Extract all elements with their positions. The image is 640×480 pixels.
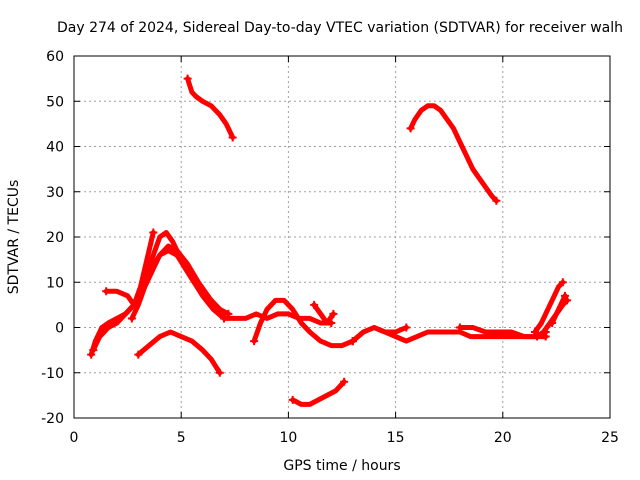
point-marker: [533, 332, 542, 341]
point-marker: [455, 323, 464, 332]
point-marker: [102, 287, 111, 296]
point-marker: [215, 368, 224, 377]
series-arc-5: [135, 329, 223, 376]
point-marker: [250, 337, 259, 346]
point-marker: [183, 74, 192, 83]
series-arc-4: [129, 243, 227, 321]
axis-ticks: 0 5 10 15 20 25 -20 -10 0 10 20 30 40 50 60: [41, 49, 619, 446]
point-marker: [89, 346, 98, 355]
chart-title: Day 274 of 2024, Sidereal Day-to-day VTE…: [57, 20, 623, 36]
x-tick-label: 15: [387, 430, 405, 446]
y-tick-label: 10: [46, 275, 64, 291]
point-marker: [220, 314, 229, 323]
y-tick-label: 50: [46, 94, 64, 110]
point-marker: [127, 314, 136, 323]
point-marker: [149, 228, 158, 237]
series-arc-13: [408, 103, 499, 204]
point-marker: [228, 133, 237, 142]
series-arc-17: [549, 293, 568, 326]
y-tick-label: 60: [46, 49, 64, 65]
point-marker: [558, 278, 567, 287]
point-marker: [329, 309, 338, 318]
series-arc-10: [290, 379, 347, 407]
point-marker: [134, 350, 143, 359]
point-marker: [402, 323, 411, 332]
y-tick-label: 20: [46, 230, 64, 246]
point-marker: [288, 395, 297, 404]
point-marker: [406, 124, 415, 133]
y-tick-label: -20: [41, 411, 64, 427]
point-marker: [348, 337, 357, 346]
y-tick-label: 30: [46, 185, 64, 201]
point-marker: [492, 196, 501, 205]
y-axis-label: SDTVAR / TECUs: [6, 180, 22, 295]
x-tick-label: 10: [279, 430, 297, 446]
point-marker: [530, 328, 539, 337]
x-tick-label: 20: [494, 430, 512, 446]
series-arc-6: [185, 76, 236, 140]
y-tick-label: -10: [41, 366, 64, 382]
series-arc-3: [103, 230, 156, 308]
point-marker: [340, 377, 349, 386]
y-tick-label: 40: [46, 140, 64, 156]
series-arc-12: [350, 325, 549, 344]
point-marker: [560, 291, 569, 300]
data-series: [87, 74, 572, 407]
point-marker: [87, 350, 96, 359]
series-arc-9: [311, 302, 336, 326]
x-axis-label: GPS time / hours: [283, 458, 400, 474]
x-tick-label: 25: [601, 430, 619, 446]
series-arc-15: [532, 279, 566, 335]
point-marker: [548, 318, 557, 327]
x-tick-label: 0: [70, 430, 79, 446]
series-arc-7: [221, 311, 334, 326]
point-marker: [310, 300, 319, 309]
y-tick-label: 0: [55, 321, 64, 337]
x-tick-label: 5: [177, 430, 186, 446]
series-arc-8: [251, 297, 356, 349]
grid-lines: [74, 56, 610, 418]
